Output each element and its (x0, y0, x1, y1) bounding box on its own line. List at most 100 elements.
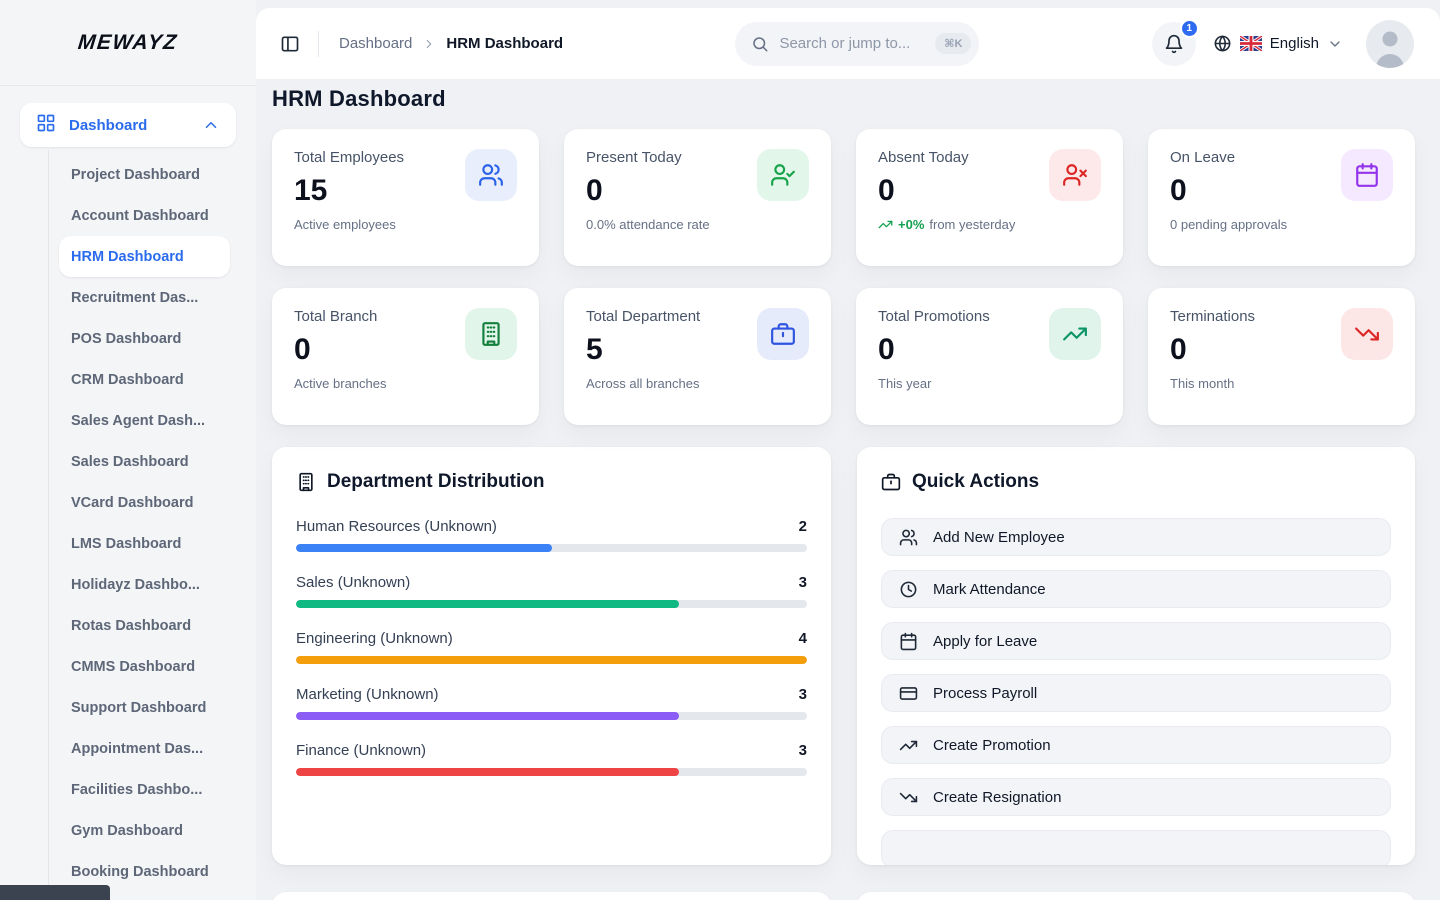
search-input[interactable]: Search or jump to... ⌘K (735, 21, 980, 66)
stat-card-total-employees: Total Employees 15 Active employees (272, 129, 539, 266)
sidebar-section-dashboard[interactable]: Dashboard (20, 103, 236, 147)
sidebar-toggle-icon[interactable] (280, 34, 300, 54)
language-label: English (1269, 35, 1319, 52)
sidebar-item-appointment-das[interactable]: Appointment Das... (71, 740, 204, 757)
stat-value: 0 (1170, 333, 1187, 366)
sidebar-item-pos-dashboard[interactable]: POS Dashboard (71, 330, 182, 347)
stat-value: 0 (878, 174, 895, 207)
sidebar: MEWAYZ Dashboard Project Dashboard Accoun… (0, 0, 256, 900)
department-row-sales-unknown: Sales (Unknown) 3 (296, 574, 807, 608)
calendar-icon (899, 632, 918, 651)
user-x-icon (1049, 149, 1101, 201)
quick-action-process-payroll[interactable]: Process Payroll (881, 674, 1391, 712)
sidebar-item-account-dashboard[interactable]: Account Dashboard (71, 207, 209, 224)
quick-action-create-promotion[interactable]: Create Promotion (881, 726, 1391, 764)
bottom-card-left (272, 892, 831, 900)
stat-value: 0 (1170, 174, 1187, 207)
uk-flag-icon (1239, 36, 1262, 51)
trending-up-icon (1049, 308, 1101, 360)
stat-subtext: Across all branches (586, 376, 700, 391)
quick-action-partial[interactable] (881, 830, 1391, 865)
stat-label: Total Employees (294, 149, 405, 166)
sidebar-item-gym-dashboard[interactable]: Gym Dashboard (71, 822, 183, 839)
browser-status-bubble (0, 885, 110, 900)
sidebar-section-label: Dashboard (69, 116, 148, 134)
department-label: Sales (Unknown) (296, 574, 411, 591)
department-label: Finance (Unknown) (296, 742, 427, 759)
sidebar-item-cmms-dashboard[interactable]: CMMS Dashboard (71, 658, 196, 675)
sidebar-subnav: Project Dashboard Account Dashboard HRM Da… (48, 150, 256, 896)
bottom-cards-row (272, 892, 1415, 900)
trending-down-icon (899, 788, 918, 807)
briefcase-icon (881, 472, 901, 492)
stat-value: 0 (586, 174, 603, 207)
quick-action-label: Add New Employee (933, 528, 1065, 546)
quick-action-mark-attendance[interactable]: Mark Attendance (881, 570, 1391, 608)
department-bars: Human Resources (Unknown) 2 Sales (Unknown… (296, 518, 807, 776)
department-distribution-panel: Department Distribution Human Resources … (272, 447, 831, 865)
sidebar-item-lms-dashboard[interactable]: LMS Dashboard (71, 535, 182, 552)
stat-card-total-promotions: Total Promotions 0 This year (856, 288, 1123, 425)
stat-subtext: This month (1170, 376, 1235, 391)
sidebar-item-sales-dashboard[interactable]: Sales Dashboard (71, 453, 189, 470)
stat-label: Total Department (586, 308, 701, 325)
topbar-right: 1 English (1151, 18, 1414, 68)
department-row-marketing-unknown: Marketing (Unknown) 3 (296, 686, 807, 720)
breadcrumb-dashboard[interactable]: Dashboard (339, 35, 413, 52)
sidebar-item-facilities-dashbo[interactable]: Facilities Dashbo... (71, 781, 203, 798)
sidebar-item-holidayz-dashbo[interactable]: Holidayz Dashbo... (71, 576, 200, 593)
language-selector[interactable]: English (1213, 34, 1343, 53)
quick-action-apply-for-leave[interactable]: Apply for Leave (881, 622, 1391, 660)
quick-action-create-resignation[interactable]: Create Resignation (881, 778, 1391, 816)
stat-card-total-department: Total Department 5 Across all branches (564, 288, 831, 425)
stat-label: Absent Today (878, 149, 969, 166)
trending-up-icon (899, 736, 918, 755)
department-distribution-title: Department Distribution (327, 471, 545, 492)
quick-actions-list: Add New Employee Mark Attendance Apply for… (881, 518, 1391, 865)
user-avatar[interactable] (1366, 19, 1414, 68)
chevron-right-icon (422, 37, 436, 51)
users-icon (899, 528, 918, 547)
sidebar-item-sales-agent-dash[interactable]: Sales Agent Dash... (71, 412, 206, 429)
stat-value: 0 (878, 333, 895, 366)
sidebar-item-support-dashboard[interactable]: Support Dashboard (71, 699, 207, 716)
notifications-button[interactable]: 1 (1151, 18, 1199, 66)
stat-value: 0 (294, 333, 311, 366)
department-label: Human Resources (Unknown) (296, 518, 497, 535)
bar-track (296, 600, 807, 608)
quick-action-add-new-employee[interactable]: Add New Employee (881, 518, 1391, 556)
search-shortcut-badge: ⌘K (935, 33, 972, 54)
building-icon (465, 308, 517, 360)
department-count: 2 (798, 518, 807, 535)
sidebar-item-hrm-dashboard[interactable]: HRM Dashboard (59, 236, 230, 277)
bar-track (296, 544, 807, 552)
quick-action-label: Mark Attendance (933, 580, 1046, 598)
stat-label: On Leave (1170, 149, 1236, 166)
panels-row: Department Distribution Human Resources … (272, 447, 1415, 865)
sidebar-item-rotas-dashboard[interactable]: Rotas Dashboard (71, 617, 192, 634)
breadcrumb-current: HRM Dashboard (446, 35, 564, 52)
sidebar-item-project-dashboard[interactable]: Project Dashboard (71, 166, 200, 183)
quick-actions-title: Quick Actions (912, 471, 1040, 492)
sidebar-item-recruitment-das[interactable]: Recruitment Das... (71, 289, 199, 306)
stat-card-on-leave: On Leave 0 0 pending approvals (1148, 129, 1415, 266)
stat-subtext: This year (878, 376, 932, 391)
stat-subtext: Active branches (294, 376, 387, 391)
stat-card-terminations: Terminations 0 This month (1148, 288, 1415, 425)
search-placeholder: Search or jump to... (779, 35, 911, 52)
quick-action-label: Create Promotion (933, 736, 1051, 754)
sidebar-item-vcard-dashboard[interactable]: VCard Dashboard (71, 494, 194, 511)
bar-fill (296, 600, 680, 608)
users-icon (465, 149, 517, 201)
department-count: 3 (798, 742, 807, 759)
bell-icon (1164, 34, 1184, 54)
sidebar-item-booking-dashboard[interactable]: Booking Dashboard (71, 863, 209, 880)
brand-logo: MEWAYZ (77, 30, 180, 54)
user-check-icon (757, 149, 809, 201)
quick-action-label: Create Resignation (933, 788, 1062, 806)
stat-label: Total Branch (294, 308, 378, 325)
notification-badge: 1 (1179, 18, 1199, 38)
topbar: Dashboard HRM Dashboard Search or jump t… (256, 8, 1440, 79)
sidebar-item-crm-dashboard[interactable]: CRM Dashboard (71, 371, 184, 388)
